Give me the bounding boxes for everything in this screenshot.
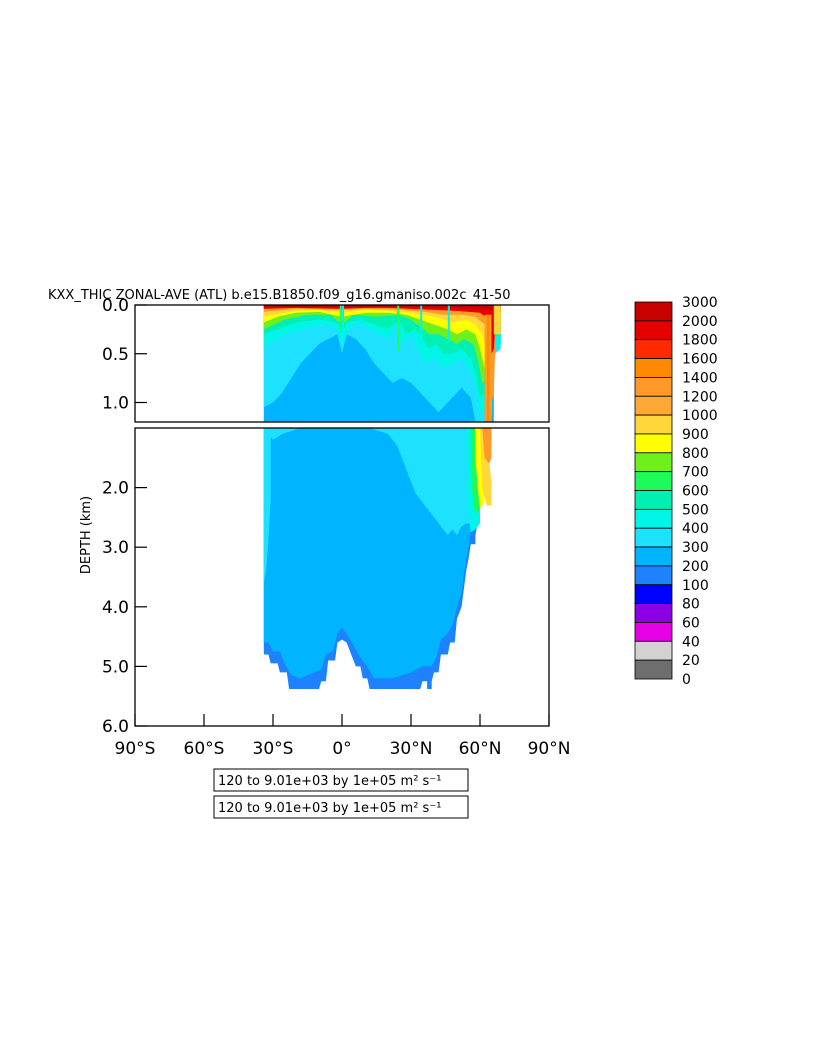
colorbar-swatch: [634, 640, 673, 661]
axes: 90°S 60°S 30°S 0° 30°N 60°N 90°N 0.0 0.5 1.0 2.0 3.…: [102, 296, 570, 759]
contour-info-text-2: 120 to 9.01e+03 by 1e+05 m² s⁻¹: [218, 801, 441, 816]
x-tick-label: 60°N: [459, 739, 502, 759]
colorbar-label: 400: [682, 521, 709, 537]
colorbar-swatch: [634, 320, 673, 341]
colorbar-swatch: [634, 395, 673, 416]
colorbar-label: 700: [682, 465, 709, 481]
colorbar-swatch: [634, 376, 673, 397]
y-tick-label-upper: 0.5: [102, 345, 129, 365]
y-tick-label-lower: 5.0: [102, 657, 129, 677]
colorbar-swatch: [634, 659, 673, 680]
colorbar-label: 900: [682, 427, 709, 443]
y-tick-label-lower: 2.0: [102, 479, 129, 499]
colorbar-label: 1200: [682, 389, 718, 405]
colorbar-swatch: [634, 622, 673, 642]
colorbar-swatch: [634, 584, 673, 605]
colorbar-swatch: [634, 433, 673, 454]
y-tick-label-lower: 4.0: [102, 598, 129, 618]
x-tick-label: 60°S: [184, 739, 225, 759]
x-tick-label: 90°N: [528, 739, 571, 759]
colorbar-swatch: [634, 358, 673, 378]
colorbar-label: 1400: [682, 370, 718, 386]
colorbar-swatch: [634, 565, 673, 586]
colorbar-swatch: [634, 603, 673, 623]
x-tick-label: 30°N: [390, 739, 433, 759]
colorbar-label: 600: [682, 484, 709, 500]
upper-panel-frame: [134, 304, 550, 423]
colorbar-label: 1000: [682, 408, 718, 424]
colorbar-swatch: [634, 452, 673, 473]
colorbar-label: 500: [682, 502, 709, 518]
contour-info-text-1: 120 to 9.01e+03 by 1e+05 m² s⁻¹: [218, 774, 441, 789]
lower-panel-field: [263, 428, 492, 690]
y-axis-label: DEPTH (km): [79, 496, 94, 574]
colorbar: 3000200018001600140012001000900800700600…: [634, 295, 718, 688]
colorbar-label: 100: [682, 578, 709, 594]
y-tick-label-lower: 3.0: [102, 538, 129, 558]
colorbar-swatch: [634, 301, 673, 322]
upper-panel-field: [263, 305, 501, 422]
contour-info-box-1: 120 to 9.01e+03 by 1e+05 m² s⁻¹: [213, 768, 469, 792]
contour-info-box-2: 120 to 9.01e+03 by 1e+05 m² s⁻¹: [213, 795, 469, 819]
colorbar-label: 2000: [682, 314, 718, 330]
colorbar-label: 1800: [682, 333, 718, 349]
chart-title: KXX_THIC ZONAL-AVE (ATL) b.e15.B1850.f09…: [48, 288, 513, 303]
colorbar-label: 40: [682, 634, 700, 650]
colorbar-label: 800: [682, 446, 709, 462]
colorbar-label: 0: [682, 672, 691, 688]
y-tick-label-lower: 6.0: [102, 717, 129, 737]
colorbar-label: 80: [682, 597, 700, 613]
colorbar-swatch: [634, 490, 673, 510]
x-tick-label: 90°S: [115, 739, 156, 759]
colorbar-swatch: [634, 527, 673, 548]
colorbar-label: 3000: [682, 295, 718, 311]
colorbar-swatch: [634, 546, 673, 567]
colorbar-label: 60: [682, 615, 700, 631]
colorbar-swatch: [634, 471, 673, 491]
colorbar-label: 200: [682, 559, 709, 575]
colorbar-swatch: [634, 339, 673, 359]
x-tick-label: 30°S: [253, 739, 294, 759]
x-tick-label: 0°: [332, 739, 351, 759]
colorbar-label: 1600: [682, 352, 718, 368]
colorbar-label: 300: [682, 540, 709, 556]
colorbar-swatch: [634, 414, 673, 435]
colorbar-label: 20: [682, 653, 700, 669]
y-tick-label-upper: 1.0: [102, 394, 129, 414]
colorbar-swatch: [634, 508, 673, 529]
y-tick-label-upper: 0.0: [102, 296, 129, 316]
